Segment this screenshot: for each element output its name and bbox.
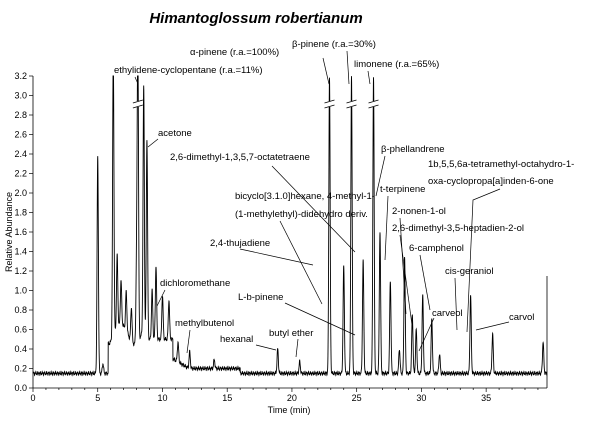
peak-annotation: butyl ether	[269, 328, 313, 339]
annotation-leader	[346, 50, 350, 85]
peak-annotation: limonene (r.a.=65%)	[354, 59, 439, 70]
y-tick-label: 1.8	[14, 208, 27, 218]
peak-annotation: cis-geraniol	[445, 266, 494, 277]
peak-annotation: bicyclo[3.1.0]hexane, 4-methyl-1-	[235, 191, 375, 202]
annotation-leader	[399, 234, 413, 326]
chromatogram-trace	[32, 75, 548, 377]
axis-ticks: 0 5 10 15 20 25 30 35 0.0 0.2 0.4 0.6 0.8 1.0 1.2 1.4 1.…	[14, 71, 539, 403]
annotation-leader	[322, 57, 330, 85]
y-tick-label: 0.6	[14, 325, 27, 335]
break-mark	[346, 99, 357, 104]
peak-annotation: 1b,5,5,6a-tetramethyl-octahydro-1-	[428, 159, 574, 170]
annotation-leader	[466, 188, 501, 333]
y-tick-label: 2.8	[14, 110, 27, 120]
peak-annotation: α-pinene (r.a.=100%)	[190, 47, 279, 58]
peak-annotation: acetone	[158, 128, 192, 139]
annotation-leader	[375, 155, 386, 197]
x-tick-label: 10	[157, 393, 167, 403]
annotation-leader	[454, 277, 458, 331]
annotation-leader	[367, 70, 371, 85]
peak-annotation: β-phellandrene	[381, 144, 445, 155]
y-tick-label: 1.0	[14, 286, 27, 296]
y-tick-label: 0.2	[14, 364, 27, 374]
break-mark	[324, 99, 335, 104]
peak-annotations: α-pinene (r.a.=100%) β-pinene (r.a.=30%) l…	[114, 39, 574, 345]
annotation-leader	[475, 321, 510, 331]
annotation-leader	[418, 317, 435, 352]
x-tick-label: 5	[95, 393, 100, 403]
annotation-leader	[284, 302, 356, 336]
annotation-leader	[147, 138, 159, 148]
y-tick-label: 1.4	[14, 247, 27, 257]
annotation-leader	[186, 329, 191, 354]
y-tick-label: 1.6	[14, 227, 27, 237]
peak-annotation: 6-camphenol	[409, 243, 464, 254]
peak-annotation: oxa-cyclopropa[a]inden-6-one	[428, 176, 554, 187]
break-gap	[368, 101, 379, 107]
peak-annotation: (1-methylethyl)-didehydro deriv.	[235, 209, 368, 220]
break-gap	[346, 101, 357, 107]
peak-annotation: methylbutenol	[175, 318, 234, 329]
x-tick-label: 35	[481, 393, 491, 403]
x-tick-label: 15	[222, 393, 232, 403]
annotation-leader	[239, 248, 314, 266]
y-tick-label: 3.2	[14, 71, 27, 81]
peak-annotation: carvol	[509, 312, 534, 323]
y-tick-label: 2.6	[14, 130, 27, 140]
annotation-leader	[419, 254, 431, 311]
y-axis-label: Relative Abundance	[4, 192, 14, 272]
peak-annotation: β-pinene (r.a.=30%)	[292, 39, 376, 50]
break-mark	[324, 104, 335, 109]
annotation-leader	[295, 338, 299, 358]
y-tick-label: 2.2	[14, 169, 27, 179]
peak-annotation: carveol	[432, 308, 463, 319]
annotation-leader	[156, 289, 166, 307]
break-mark	[132, 99, 143, 104]
axis-break-marks	[132, 99, 379, 109]
y-tick-label: 0.8	[14, 305, 27, 315]
break-mark	[132, 104, 143, 109]
chart-title: Himantoglossum robertianum	[149, 10, 362, 27]
break-mark	[368, 99, 379, 104]
x-tick-label: 25	[352, 393, 362, 403]
annotation-leader	[399, 217, 407, 315]
annotation-leader	[271, 165, 356, 253]
annotation-leader	[384, 195, 389, 261]
y-tick-label: 2.4	[14, 149, 27, 159]
annotation-leaders	[134, 50, 510, 358]
peak-annotation: dichloromethane	[160, 278, 230, 289]
y-tick-label: 2.0	[14, 188, 27, 198]
peak-annotation: L-b-pinene	[238, 292, 283, 303]
x-tick-label: 30	[416, 393, 426, 403]
break-gap	[324, 101, 335, 107]
peak-annotation: 2,6-dimethyl-1,3,5,7-octatetraene	[170, 152, 310, 163]
break-gap	[132, 101, 143, 107]
y-tick-label: 0.0	[14, 383, 27, 393]
y-tick-label: 3.0	[14, 91, 27, 101]
y-tick-label: 1.2	[14, 266, 27, 276]
peak-annotation: 2-nonen-1-ol	[392, 206, 446, 217]
annotation-leader	[255, 344, 277, 351]
annotation-leader	[134, 76, 139, 85]
break-mark	[346, 104, 357, 109]
peak-annotation: t-terpinene	[380, 184, 425, 195]
peak-annotation: ethylidene-cyclopentane (r.a.=11%)	[114, 65, 262, 76]
peak-annotation: 2,4-thujadiene	[210, 238, 270, 249]
x-axis-label: Time (min)	[268, 405, 311, 415]
peak-annotation: hexanal	[220, 334, 253, 345]
x-tick-label: 0	[30, 393, 35, 403]
x-tick-label: 20	[287, 393, 297, 403]
y-tick-label: 0.4	[14, 344, 27, 354]
break-mark	[368, 104, 379, 109]
peak-annotation: 2,6-dimethyl-3,5-heptadien-2-ol	[392, 223, 524, 234]
